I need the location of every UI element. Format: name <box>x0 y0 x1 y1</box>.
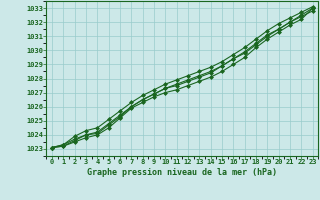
X-axis label: Graphe pression niveau de la mer (hPa): Graphe pression niveau de la mer (hPa) <box>87 168 277 177</box>
